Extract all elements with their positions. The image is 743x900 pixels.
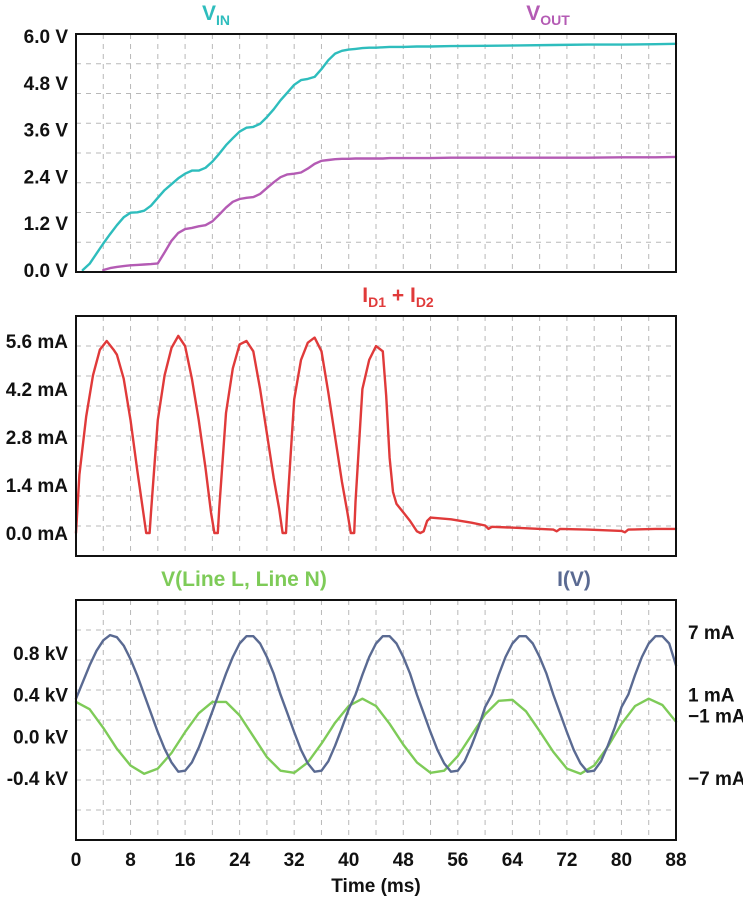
series-line-bottom-1 (74, 633, 678, 773)
y2-tick-label: 7 mA (688, 623, 735, 644)
y-tick-label: 1.2 V (24, 214, 69, 235)
x-axis-label: Time (ms) (331, 876, 420, 897)
x-tick-label: 48 (393, 850, 414, 871)
y-tick-label: 2.4 V (24, 167, 69, 188)
y-tick-label: 3.6 V (24, 121, 69, 142)
x-tick-label: 24 (229, 850, 251, 871)
series-line-top-0 (81, 42, 678, 272)
series-title-vin: VIN (202, 2, 230, 28)
plot-frame-bottom (75, 599, 677, 841)
y2-tick-label: −1 mA (688, 706, 743, 727)
series-title-id: ID1 + ID2 (362, 284, 434, 310)
panel-bottom: 0.8 kV 0.4 kV 0.0 kV -0.4 kV 7 mA 1 mA−1 mA −7… (7, 599, 743, 897)
panel-middle: 5.6 mA 4.2 mA 2.8 mA 1.4 mA 0.0 mA (6, 315, 678, 557)
y-tick-label: 0.0 V (24, 261, 69, 282)
x-tick-label: 72 (556, 850, 577, 871)
x-tick-label: 64 (502, 850, 524, 871)
x-tick-label: 56 (447, 850, 468, 871)
y-tick-label: 1.4 mA (6, 476, 69, 497)
x-tick-label: 8 (125, 850, 136, 871)
panel-top: 6.0 V 4.8 V 3.6 V 2.4 V 1.2 V 0.0 V (24, 27, 678, 282)
y-tick-label: 0.0 kV (13, 727, 68, 748)
x-tick-label: 40 (338, 850, 359, 871)
plot-frame-top (75, 33, 677, 273)
y-tick-label: -0.4 kV (7, 769, 69, 790)
series-line-middle-0 (74, 334, 678, 535)
y2-tick-label: −7 mA (688, 769, 743, 790)
series-title-line-voltage: V(Line L, Line N) (161, 568, 327, 591)
series-line-bottom-0 (74, 697, 678, 775)
series-title-current: I(V) (557, 568, 591, 591)
series-title-vout: VOUT (526, 2, 570, 28)
plot-frame-middle (75, 315, 677, 557)
y-tick-label: 5.6 mA (6, 332, 69, 353)
y-tick-label: 6.0 V (24, 27, 69, 48)
series-line-top-1 (102, 155, 678, 272)
y-tick-label: 2.8 mA (6, 428, 69, 449)
x-tick-label: 16 (175, 850, 196, 871)
y-tick-label: 0.0 mA (6, 524, 69, 545)
y2-tick-label: 1 mA (688, 686, 735, 707)
y-tick-label: 0.4 kV (13, 686, 68, 707)
x-tick-label: 0 (71, 850, 82, 871)
y-tick-label: 0.8 kV (13, 644, 68, 665)
x-tick-label: 88 (665, 850, 686, 871)
y-tick-label: 4.8 V (24, 74, 69, 95)
y-tick-label: 4.2 mA (6, 380, 69, 401)
x-tick-label: 32 (284, 850, 305, 871)
x-tick-label: 80 (611, 850, 632, 871)
